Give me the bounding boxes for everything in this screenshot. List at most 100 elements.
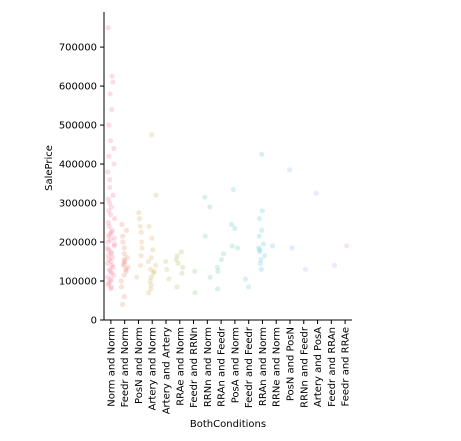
data-point (138, 253, 144, 259)
data-point (150, 247, 156, 253)
data-point (148, 274, 155, 280)
data-point (121, 294, 127, 300)
data-point (139, 239, 145, 245)
data-point (106, 266, 112, 272)
data-point (178, 249, 184, 255)
data-point (175, 260, 181, 267)
data-point (146, 290, 152, 296)
data-point (105, 282, 111, 288)
data-point (149, 132, 155, 138)
data-point (192, 268, 198, 274)
y-axis-label: SalePrice (44, 145, 55, 191)
x-tick-label: Artery and Artery (162, 327, 173, 414)
data-point (202, 194, 208, 200)
data-point (260, 241, 266, 247)
data-point (106, 122, 112, 128)
data-point (302, 266, 309, 272)
data-point (259, 151, 265, 157)
data-point (119, 301, 126, 308)
data-point (137, 223, 143, 230)
data-point (192, 290, 198, 296)
data-point (245, 284, 252, 290)
data-point (121, 256, 127, 263)
data-point (256, 216, 263, 222)
data-point (151, 268, 157, 274)
data-point (287, 167, 293, 173)
points-layer (104, 24, 350, 308)
data-point (109, 73, 115, 79)
data-point (109, 106, 115, 113)
data-point (137, 262, 144, 269)
data-point (105, 233, 112, 239)
data-point (207, 274, 213, 280)
data-point (111, 272, 117, 278)
data-point (147, 266, 154, 272)
data-point (214, 264, 221, 270)
data-point (218, 256, 224, 263)
data-point (110, 264, 116, 270)
data-point (215, 268, 221, 274)
y-tick-label: 300000 (59, 199, 97, 210)
data-point (234, 245, 241, 251)
x-tick-label: RRAn and Norm (258, 327, 269, 406)
data-point (105, 196, 111, 202)
data-point (221, 251, 227, 257)
data-point (173, 256, 179, 263)
data-point (105, 24, 111, 31)
data-point (148, 286, 154, 292)
data-point (111, 243, 117, 249)
data-point (107, 177, 113, 183)
data-point (229, 243, 235, 249)
data-point (136, 210, 142, 216)
data-point (174, 284, 180, 290)
x-axis-label: BothConditions (190, 419, 266, 430)
data-point (111, 161, 117, 167)
data-point (151, 270, 157, 276)
data-point (109, 255, 115, 261)
data-point (105, 219, 111, 226)
x-axis: Norm and Norm Feedr and Norm PosN and Norm… (104, 319, 352, 414)
y-tick-label: 700000 (59, 43, 97, 54)
data-point (108, 229, 114, 235)
x-tick-label: RRAn and Feedr (217, 326, 228, 407)
data-point (258, 256, 264, 263)
data-point (108, 276, 114, 282)
data-point (105, 274, 111, 280)
data-point (105, 239, 111, 245)
data-point (180, 264, 186, 270)
data-point (107, 268, 113, 274)
data-point (153, 192, 159, 198)
x-tick-label: Feedr and RRNn (189, 327, 200, 408)
data-point (331, 262, 338, 269)
data-point (110, 79, 116, 85)
data-point (228, 221, 235, 228)
data-point (344, 243, 350, 249)
data-point (108, 286, 114, 292)
data-point (259, 227, 265, 233)
data-point (120, 233, 126, 239)
data-point (232, 225, 238, 231)
y-tick-label: 200000 (59, 238, 97, 249)
data-point (123, 266, 129, 272)
data-point (174, 253, 180, 259)
data-point (109, 262, 115, 269)
data-point (108, 204, 114, 210)
data-point (122, 258, 128, 265)
x-tick-label: Artery and PosA (313, 327, 324, 407)
data-point (145, 258, 152, 265)
data-point (118, 278, 124, 284)
data-point (111, 235, 117, 241)
data-point (202, 233, 208, 239)
data-point (146, 223, 152, 230)
data-point (121, 251, 127, 257)
data-point (110, 192, 116, 198)
data-point (106, 280, 112, 286)
data-point (118, 284, 125, 290)
y-tick-label: 400000 (59, 160, 97, 171)
data-point (121, 272, 127, 278)
data-point (166, 276, 172, 282)
y-tick-label: 0 (91, 316, 97, 327)
data-point (138, 229, 144, 235)
data-point (106, 256, 112, 263)
